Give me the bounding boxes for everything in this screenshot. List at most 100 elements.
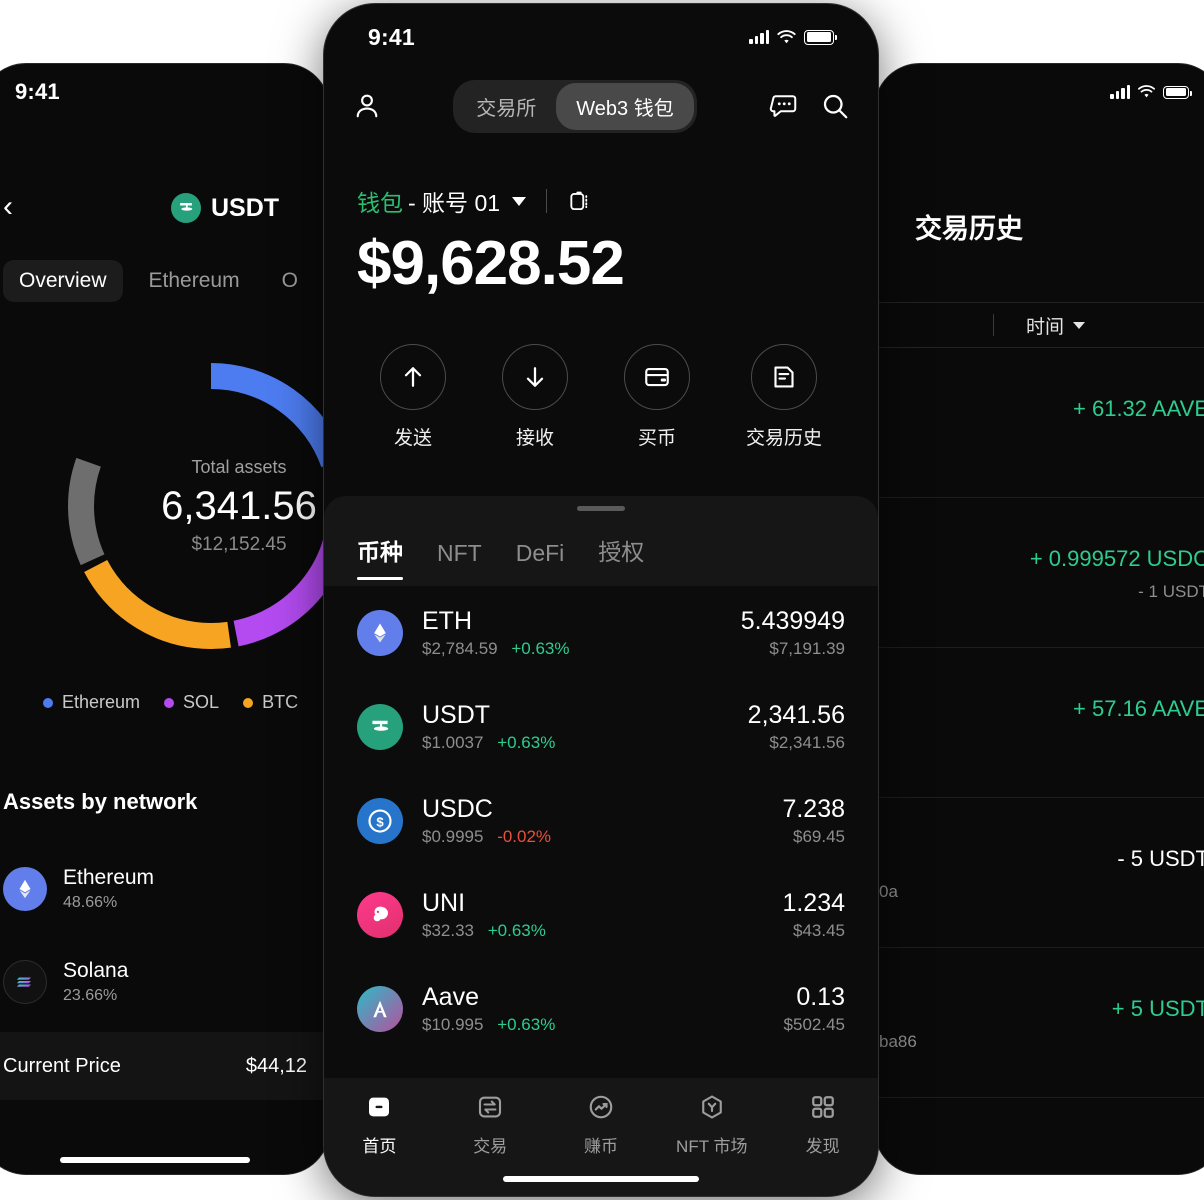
list-item[interactable]: Aave $10.995 +0.63% 0.13 $502.45 xyxy=(357,962,845,1056)
token-symbol: USDC xyxy=(422,795,493,823)
wallet-divider xyxy=(546,189,548,213)
tabbar-item-nft-market[interactable]: NFT 市场 xyxy=(662,1090,762,1157)
token-quantity: 5.439949 xyxy=(740,607,845,635)
right-phone-screen: 交易历史 时间 + 61.32 AAVE + 0.999572 USDC - 1 xyxy=(875,64,1204,1174)
list-item[interactable]: UNI $32.33 +0.63% 1.234 $43.45 xyxy=(357,868,845,962)
aave-icon xyxy=(357,986,403,1032)
tabbar-item-discover[interactable]: 发现 xyxy=(773,1090,873,1157)
network-row-ethereum[interactable]: Ethereum 48.66% xyxy=(3,842,329,935)
tab-approvals[interactable]: 授权 xyxy=(598,539,645,565)
network-row-solana[interactable]: Solana 23.66% xyxy=(3,935,329,1028)
tab-overview[interactable]: Overview xyxy=(3,260,123,302)
legend-dot-icon xyxy=(164,697,175,708)
tab-defi[interactable]: DeFi xyxy=(515,540,565,566)
token-change: +0.63% xyxy=(497,1015,556,1034)
legend-item-sol: SOL xyxy=(164,692,219,713)
tab-tokens[interactable]: 币种 xyxy=(357,533,403,580)
wallet-account: - 账号 01 xyxy=(408,190,501,216)
action-receive[interactable]: 接收 xyxy=(501,344,568,450)
table-row[interactable]: - 5 USDT 0a xyxy=(875,798,1204,948)
total-assets-usd: $12,152.45 xyxy=(191,533,287,555)
svg-text:$: $ xyxy=(376,814,384,829)
chevron-down-icon[interactable] xyxy=(512,196,527,206)
tabbar-item-earn[interactable]: 赚币 xyxy=(551,1090,651,1157)
header-actions xyxy=(768,91,850,121)
wallet-name: 钱包 xyxy=(357,190,403,216)
token-change: +0.63% xyxy=(497,733,556,752)
token-list: ETH $2,784.59 +0.63% 5.439949 $7,191.39 xyxy=(324,586,878,1108)
token-info: Aave $10.995 +0.63% xyxy=(422,983,784,1035)
token-quantity: 1.234 xyxy=(782,889,845,917)
segment-exchange[interactable]: 交易所 xyxy=(476,97,537,120)
action-label: 买币 xyxy=(637,428,676,449)
tx-sub: - 1 USDT xyxy=(1138,582,1204,601)
token-price: $10.995 xyxy=(422,1015,484,1034)
table-row[interactable]: + 57.16 AAVE xyxy=(875,648,1204,798)
status-indicators xyxy=(749,29,837,45)
home-indicator xyxy=(503,1176,699,1182)
donut-svg xyxy=(68,363,329,649)
status-indicators xyxy=(1110,85,1192,99)
table-row[interactable]: + 0.999572 USDC - 1 USDT xyxy=(875,498,1204,648)
person-icon[interactable] xyxy=(352,91,382,121)
legend-label: Ethereum xyxy=(62,692,141,712)
action-label: 交易历史 xyxy=(745,428,822,449)
sheet-grabber[interactable] xyxy=(577,506,625,511)
list-item[interactable]: $ USDC $0.9995 -0.02% 7.238 $ xyxy=(357,774,845,868)
tabbar-label: 赚币 xyxy=(583,1137,618,1156)
legend-item-ethereum: Ethereum xyxy=(43,692,140,713)
tab-nft[interactable]: NFT xyxy=(437,540,482,566)
center-phone-screen: 9:41 交易所 Web3 xyxy=(324,4,878,1196)
current-price-value: $44,12 xyxy=(245,1054,307,1077)
transaction-history-title: 交易历史 xyxy=(915,214,1023,244)
total-assets-label: Total assets xyxy=(191,456,287,477)
tab-ethereum[interactable]: Ethereum xyxy=(148,269,240,292)
table-row[interactable]: + 61.32 AAVE xyxy=(875,348,1204,498)
usdt-icon xyxy=(357,704,403,750)
tabbar-label: 发现 xyxy=(805,1137,840,1156)
copy-icon[interactable] xyxy=(567,188,593,214)
token-usd-value: $502.45 xyxy=(783,1015,845,1034)
network-name: Ethereum xyxy=(63,865,155,889)
action-history[interactable]: 交易历史 xyxy=(746,344,822,450)
filter-time[interactable]: 时间 xyxy=(1026,312,1086,339)
filter-bar: 时间 xyxy=(875,302,1204,348)
back-chevron-icon[interactable]: ‹ xyxy=(3,190,13,223)
action-send[interactable]: 发送 xyxy=(379,344,446,450)
tabbar-item-trade[interactable]: 交易 xyxy=(440,1090,540,1157)
wallet-selector[interactable]: 钱包 - 账号 01 xyxy=(357,184,593,218)
segment-web3-wallet[interactable]: Web3 钱包 xyxy=(556,82,694,130)
search-icon[interactable] xyxy=(820,91,850,121)
card-icon xyxy=(623,344,690,410)
tab-other[interactable]: O xyxy=(281,269,298,292)
token-price: $2,784.59 xyxy=(422,639,498,658)
tabbar-label: NFT 市场 xyxy=(676,1137,748,1156)
tx-amount: + 57.16 AAVE xyxy=(1073,696,1204,721)
action-buy[interactable]: 买币 xyxy=(623,344,690,450)
token-price: $0.9995 xyxy=(422,827,484,846)
token-change: -0.02% xyxy=(497,827,552,846)
swap-icon xyxy=(475,1090,505,1124)
token-price-row: $2,784.59 +0.63% xyxy=(422,639,741,659)
list-item[interactable]: ETH $2,784.59 +0.63% 5.439949 $7,191.39 xyxy=(357,586,845,680)
token-usd-value: $69.45 xyxy=(793,827,845,846)
status-time: 9:41 xyxy=(15,79,60,104)
home-icon xyxy=(364,1090,394,1124)
legend-label: SOL xyxy=(183,692,220,712)
tabbar-item-home[interactable]: 首页 xyxy=(329,1090,429,1157)
token-price: $32.33 xyxy=(422,921,474,940)
tx-hash: ba86 xyxy=(879,1032,917,1051)
chat-icon[interactable] xyxy=(768,91,798,121)
token-info: UNI $32.33 +0.63% xyxy=(422,889,782,941)
token-info: USDT $1.0037 +0.63% xyxy=(422,701,748,753)
token-balance: 1.234 $43.45 xyxy=(782,889,845,941)
transaction-list: + 61.32 AAVE + 0.999572 USDC - 1 USDT + … xyxy=(875,348,1204,1174)
table-row[interactable]: + 5 USDT ba86 xyxy=(875,948,1204,1098)
list-item[interactable]: USDT $1.0037 +0.63% 2,341.56 $2,341.56 xyxy=(357,680,845,774)
page-title: USDT xyxy=(171,193,279,223)
tabbar-label: 首页 xyxy=(362,1137,397,1156)
token-price: $1.0037 xyxy=(422,733,484,752)
token-price-row: $10.995 +0.63% xyxy=(422,1015,784,1035)
legend-dot-icon xyxy=(43,697,53,708)
discover-icon xyxy=(808,1090,838,1124)
